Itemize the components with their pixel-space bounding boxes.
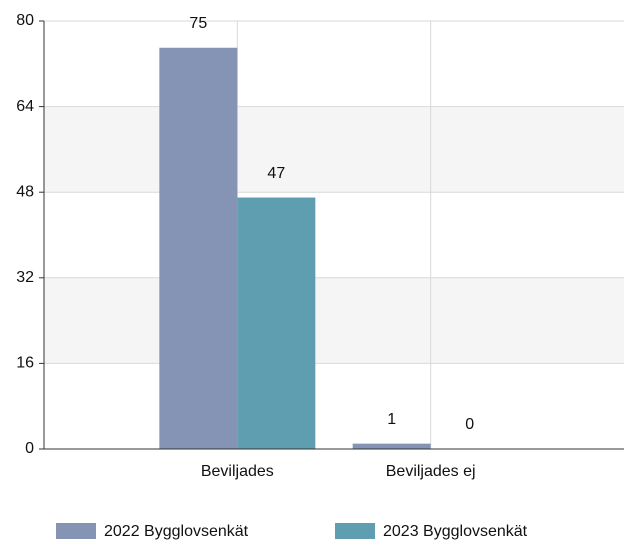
value-label: 75: [189, 15, 207, 32]
value-label: 1: [387, 411, 396, 428]
y-tick-label: 64: [16, 98, 34, 115]
y-tick-label: 48: [16, 183, 34, 200]
x-tick-label: Beviljades ej: [386, 463, 476, 480]
y-tick-label: 32: [16, 269, 34, 286]
bar: [352, 443, 431, 449]
x-tick-label: Beviljades: [201, 463, 274, 480]
bar: [237, 197, 316, 449]
value-label: 0: [465, 416, 474, 433]
y-tick-label: 16: [16, 355, 34, 372]
value-label: 47: [267, 165, 285, 182]
y-tick-label: 0: [25, 440, 34, 457]
grid-band: [44, 277, 624, 364]
grid-band: [44, 106, 624, 193]
legend-label: 2022 Bygglovsenkät: [104, 523, 249, 540]
legend-swatch: [56, 523, 96, 539]
bar: [159, 47, 238, 449]
legend-swatch: [335, 523, 375, 539]
legend-label: 2023 Bygglovsenkät: [383, 523, 528, 540]
y-tick-label: 80: [16, 12, 34, 29]
